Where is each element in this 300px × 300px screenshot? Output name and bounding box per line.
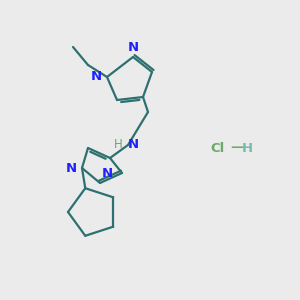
Text: Cl: Cl: [210, 142, 224, 154]
Text: N: N: [128, 139, 139, 152]
Text: —: —: [230, 142, 243, 154]
Text: N: N: [128, 41, 139, 54]
Text: H: H: [114, 139, 123, 152]
Text: H: H: [242, 142, 253, 154]
Text: N: N: [91, 70, 102, 83]
Text: N: N: [66, 161, 77, 175]
Text: N: N: [102, 167, 113, 180]
